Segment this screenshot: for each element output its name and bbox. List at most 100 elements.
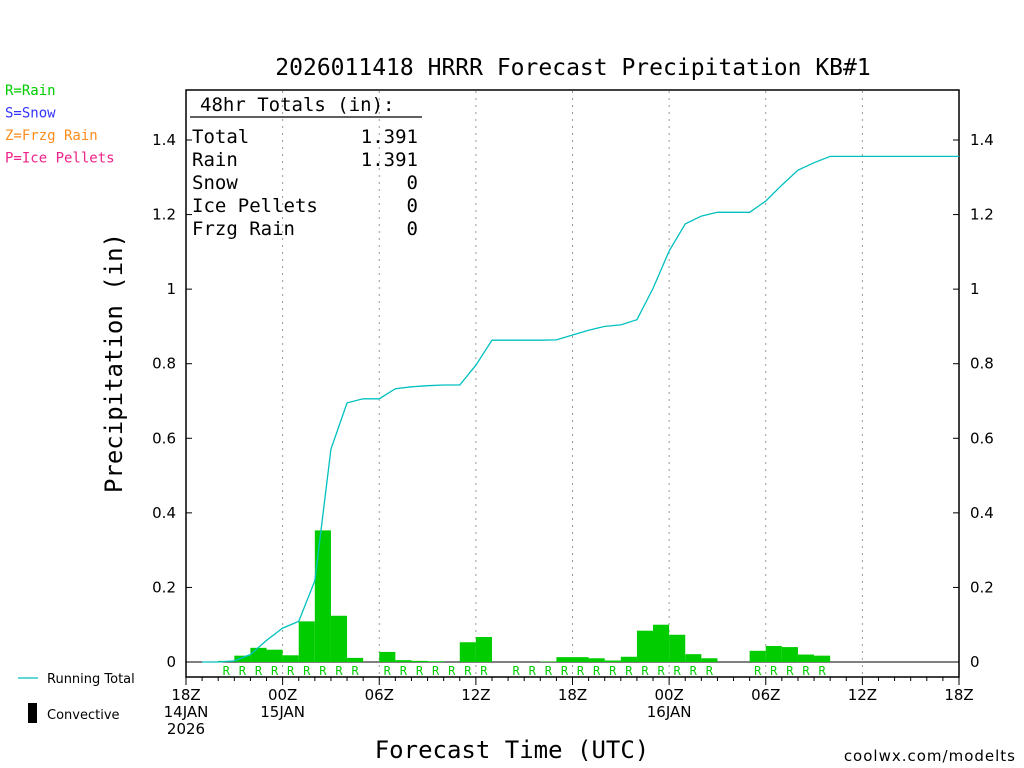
precip-bar [749, 650, 766, 662]
precip-bar [395, 660, 412, 662]
ptype-marker: R [545, 664, 553, 678]
totals-row-value: 1.391 [361, 149, 418, 171]
y-tick-label-right: 0.6 [970, 429, 994, 447]
y-tick-label-left: 0.4 [152, 504, 176, 522]
x-tick-label: 14JAN [164, 703, 209, 721]
ptype-marker: R [641, 664, 649, 678]
ptype-marker: R [609, 664, 617, 678]
ptype-marker: R [674, 664, 682, 678]
ptype-marker: R [271, 664, 279, 678]
ptype-marker: R [657, 664, 665, 678]
ptype-marker: R [319, 664, 327, 678]
y-tick-label-left: 0.2 [152, 578, 176, 596]
totals-row-value: 0 [407, 172, 418, 194]
x-tick-label: 06Z [751, 686, 780, 704]
totals-box: 48hr Totals (in): Total 1.391 Rain 1.391 Sno… [190, 94, 422, 240]
precip-type-legend: R=Rain S=Snow Z=Frzg Rain P=Ice Pellets [5, 83, 115, 167]
ptype-marker: R [223, 664, 231, 678]
precip-bar [797, 654, 815, 662]
watermark: coolwx.com/modelts [844, 747, 1016, 765]
y-tick-label-left: 0 [166, 653, 176, 671]
chart-title: 2026011418 HRRR Forecast Precipitation K… [275, 55, 870, 81]
precip-bar [814, 655, 831, 662]
ptype-marker: R [513, 664, 521, 678]
ptype-legend-item: R=Rain [5, 83, 56, 99]
precip-bar [234, 655, 251, 662]
y-axis-label: Precipitation (in) [100, 233, 128, 493]
ptype-marker: R [818, 664, 826, 678]
totals-row-label: Rain [192, 149, 238, 171]
precip-bar [266, 649, 283, 662]
ptype-marker: R [577, 664, 585, 678]
ptype-marker: R [529, 664, 537, 678]
y-tick-label-left: 1.4 [152, 131, 176, 149]
x-tick-label: 12Z [461, 686, 490, 704]
y-tick-label-left: 1.2 [152, 206, 176, 224]
ptype-marker: R [706, 664, 714, 678]
x-tick-label: 15JAN [260, 703, 305, 721]
precip-bar [330, 615, 348, 662]
precip-bar [459, 642, 476, 662]
precip-bar [475, 637, 492, 662]
y-tick-label-right: 1 [970, 280, 980, 298]
ptype-legend-item: S=Snow [5, 106, 56, 122]
totals-row-label: Total [192, 126, 249, 148]
ptype-marker: R [400, 664, 408, 678]
y-tick-label-left: 1 [166, 280, 176, 298]
ptype-marker: R [239, 664, 247, 678]
x-tick-label: 12Z [848, 686, 877, 704]
line-legend: Running Total Convective [18, 672, 135, 723]
precip-bar [250, 647, 267, 662]
x-tick-label: 18Z [944, 686, 973, 704]
ptype-marker: R [802, 664, 810, 678]
precip-bar [427, 661, 444, 662]
y-tick-label-right: 0 [970, 653, 980, 671]
precip-bar [620, 656, 637, 662]
precip-bar [588, 658, 605, 662]
ptype-marker: R [464, 664, 472, 678]
ptype-marker: R [786, 664, 794, 678]
ptype-marker: R [448, 664, 456, 678]
precip-bar [347, 657, 364, 662]
y-tick-label-right: 0.2 [970, 578, 994, 596]
ptype-marker: R [287, 664, 295, 678]
convective-legend-label: Convective [47, 708, 120, 723]
totals-row-value: 1.391 [361, 126, 418, 148]
ptype-marker: R [303, 664, 311, 678]
ptype-marker: R [770, 664, 778, 678]
precip-bar [669, 634, 686, 662]
totals-row-label: Frzg Rain [192, 218, 295, 240]
y-tick-label-right: 0.4 [970, 504, 994, 522]
totals-row-label: Snow [192, 172, 238, 194]
y-tick-label-left: 0.6 [152, 429, 176, 447]
y-axis-ticks: 0 00.2 0.20.4 0.40.6 0.60.8 0.81 11.2 1.21.4 1.4 [152, 131, 994, 671]
precip-bar [685, 654, 702, 662]
ptype-legend-item: P=Ice Pellets [5, 151, 115, 167]
running-total-legend-label: Running Total [47, 672, 135, 687]
ptype-marker: R [351, 664, 359, 678]
ptype-marker: R [593, 664, 601, 678]
x-tick-label: 06Z [365, 686, 394, 704]
ptype-marker: R [416, 664, 424, 678]
hourly-precip-bars [186, 530, 959, 663]
x-tick-label: 00Z [654, 686, 683, 704]
running-total-line [202, 155, 959, 663]
y-tick-label-left: 0.8 [152, 355, 176, 373]
gridlines [282, 91, 863, 676]
x-tick-label: 18Z [171, 686, 200, 704]
ptype-marker: R [384, 664, 392, 678]
precip-bar [636, 630, 654, 662]
precip-bar [572, 657, 589, 662]
precip-bar [314, 530, 331, 662]
x-axis-label: Forecast Time (UTC) [375, 736, 650, 764]
precip-bar [556, 657, 573, 662]
totals-rows: Total 1.391 Rain 1.391 Snow 0 Ice Pellets 0 Frzg… [192, 126, 418, 240]
totals-row-value: 0 [407, 218, 418, 240]
precip-bar [604, 660, 621, 662]
x-tick-label: 2026 [167, 720, 205, 738]
precip-bar [379, 651, 396, 662]
ptype-marker: R [480, 664, 488, 678]
